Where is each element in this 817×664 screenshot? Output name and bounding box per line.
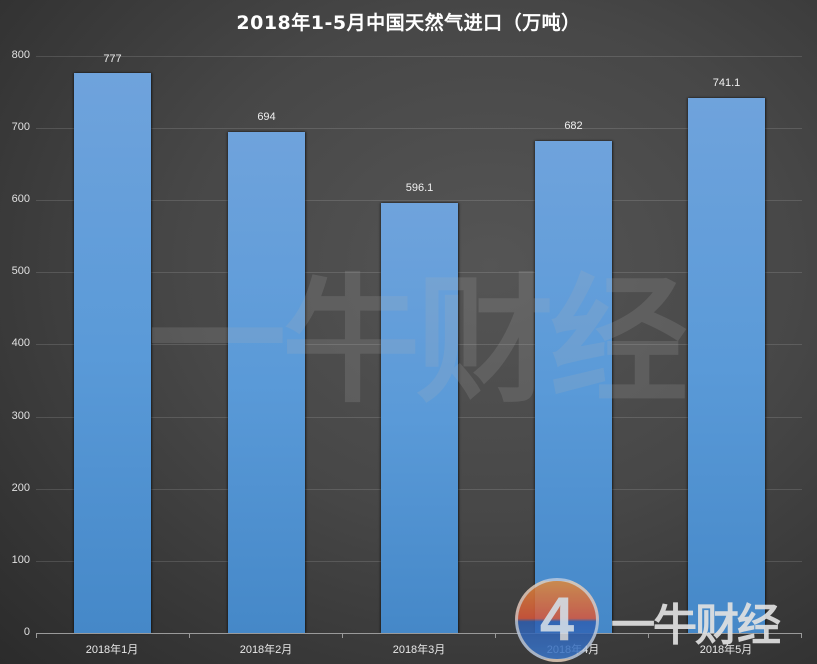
brand-logo-icon: 4: [515, 578, 599, 662]
gridline-700: [36, 128, 802, 129]
chart-title: 2018年1-5月中国天然气进口（万吨）: [236, 12, 581, 34]
y-tick-label: 800: [11, 49, 30, 61]
bar-mar: [381, 203, 458, 633]
bar-value-label: 694: [257, 111, 276, 123]
x-axis-tick: [36, 633, 37, 638]
bar-feb: [228, 132, 305, 633]
plot-area: 800 700 600 500 400 300 200 100 0 777 69…: [12, 49, 802, 656]
bar-may: [688, 98, 765, 633]
x-tick-label: 2018年2月: [239, 644, 293, 656]
y-tick-label: 300: [11, 410, 30, 422]
x-axis-tick: [801, 633, 802, 638]
y-tick-label: 100: [11, 554, 30, 566]
y-tick-label: 400: [11, 337, 30, 349]
x-axis-tick: [342, 633, 343, 638]
y-tick-label: 500: [11, 265, 30, 277]
x-axis-tick: [495, 633, 496, 638]
x-tick-label: 2018年1月: [85, 644, 139, 656]
logo-glyph: 4: [539, 585, 575, 654]
bar-apr: [535, 141, 612, 633]
x-axis-line: [36, 633, 802, 634]
gridline-800: [36, 56, 802, 57]
gridline-600: [36, 200, 802, 201]
x-tick-label: 2018年3月: [392, 644, 446, 656]
x-tick-label: 2018年5月: [699, 644, 753, 656]
y-tick-label: 0: [23, 626, 30, 638]
bar-value-label: 777: [103, 53, 122, 65]
x-axis-tick: [648, 633, 649, 638]
y-tick-label: 600: [11, 193, 30, 205]
y-tick-label: 200: [11, 482, 30, 494]
bar-value-label: 596.1: [405, 182, 434, 194]
bar-jan: [74, 73, 151, 633]
x-axis-tick: [189, 633, 190, 638]
bar-value-label: 682: [564, 120, 583, 132]
bar-value-label: 741.1: [712, 77, 741, 89]
brand-logo-text: 一牛财经: [611, 600, 781, 651]
y-tick-label: 700: [11, 121, 30, 133]
